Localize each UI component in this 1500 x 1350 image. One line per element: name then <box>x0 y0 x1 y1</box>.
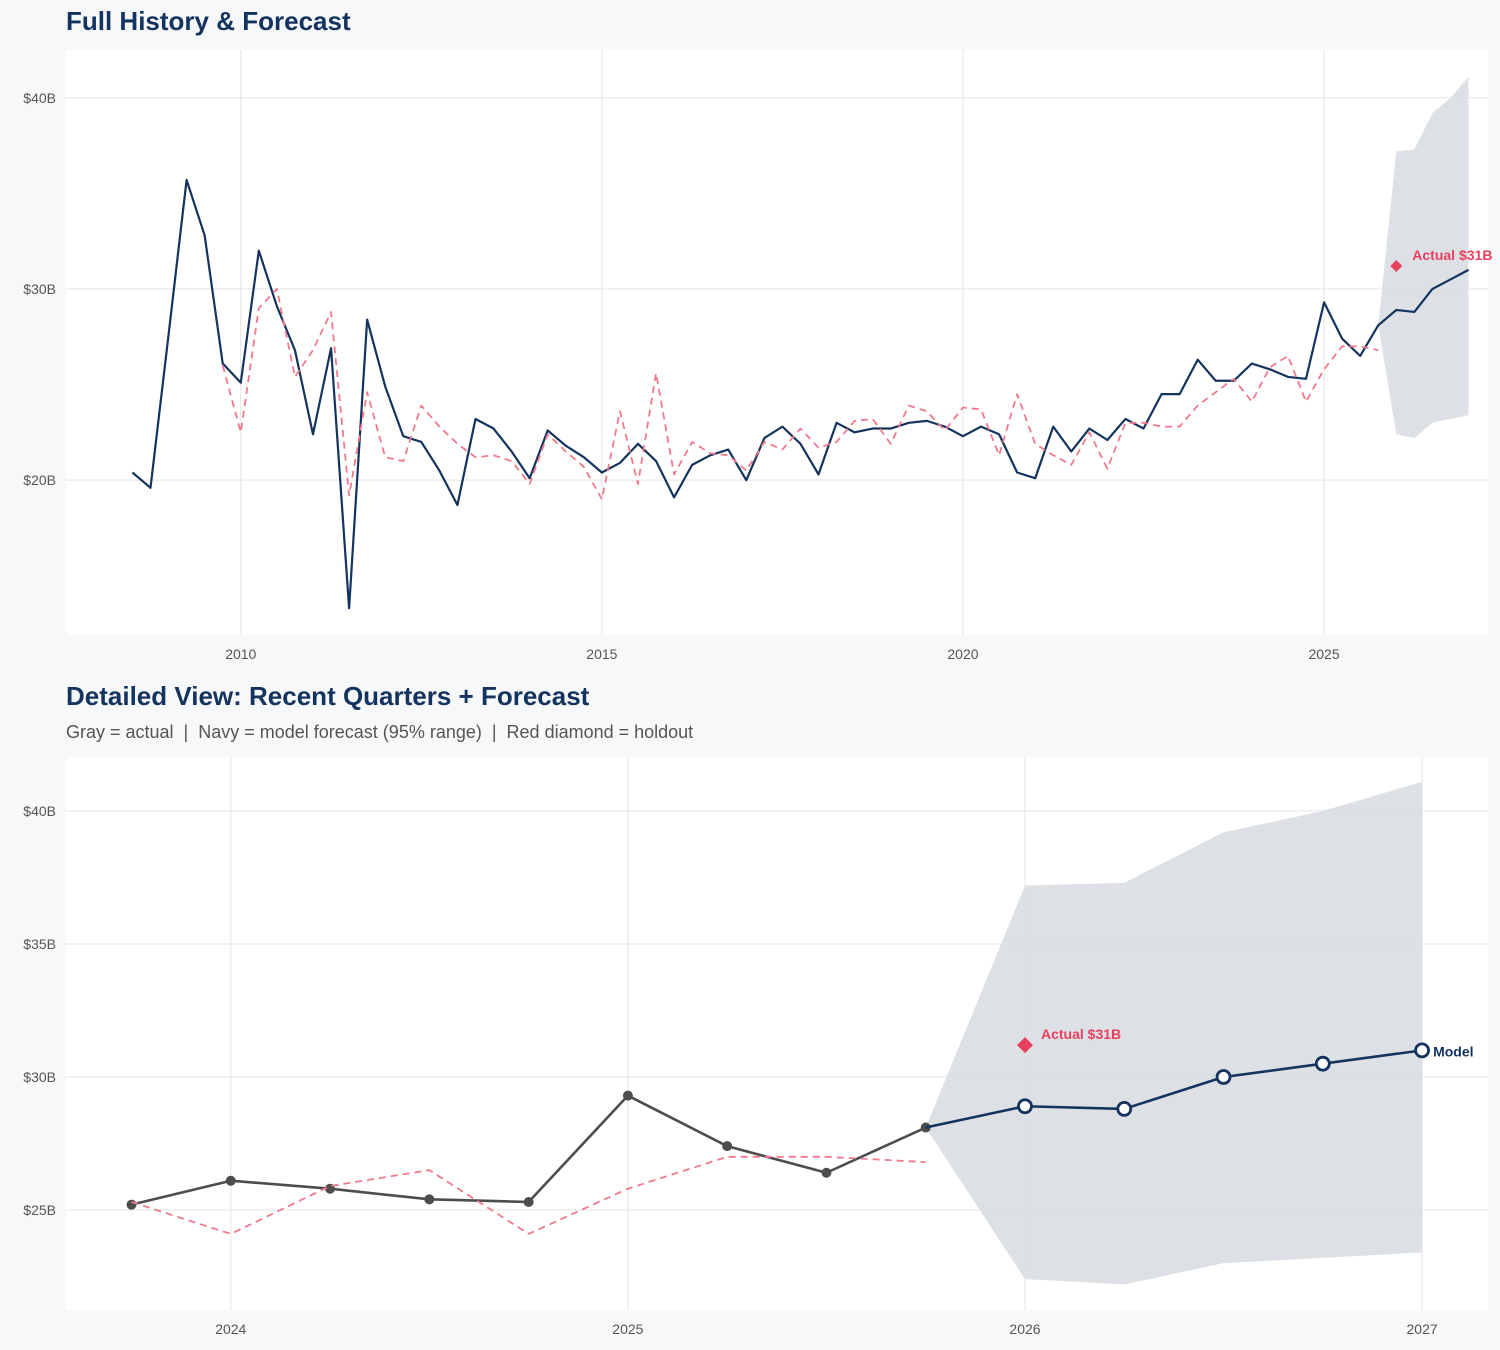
holdout-diamond <box>1390 260 1403 273</box>
x-tick-label: 2010 <box>225 646 256 662</box>
forecast-point <box>1215 1069 1232 1085</box>
actual-point <box>523 1197 534 1208</box>
actual-point <box>225 1175 236 1186</box>
holdout-label: Actual $31B <box>1412 247 1492 263</box>
x-tick-label: 2020 <box>947 646 978 662</box>
holdout-label: Actual $31B <box>1041 1026 1121 1042</box>
plot-area <box>66 50 1488 635</box>
y-tick-label: $20B <box>23 472 56 488</box>
series-label-model: Model <box>1433 1043 1473 1059</box>
chart-2: 2024 2025 2026 2027 $25B $30B $35B $40B Model Act… <box>23 757 1488 1337</box>
bottom-chart-title: Detailed View: Recent Quarters + Forecas… <box>66 681 590 711</box>
x-tick-label: 2024 <box>215 1321 246 1337</box>
red-dashed-line <box>221 288 1379 501</box>
holdout-diamond <box>1016 1037 1033 1054</box>
bottom-chart-subtitle: Gray = actual | Navy = model forecast (9… <box>66 722 694 742</box>
navy-solid-line <box>131 178 1470 610</box>
y-tick-label: $40B <box>23 803 56 819</box>
top-chart-title: Full History & Forecast <box>66 6 351 36</box>
x-tick-label: 2025 <box>1308 646 1339 662</box>
x-tick-label: 2025 <box>612 1321 643 1337</box>
y-tick-label: $30B <box>23 281 56 297</box>
actual-point <box>622 1090 633 1101</box>
actual-point <box>821 1167 832 1178</box>
forecast-band <box>1378 76 1469 439</box>
actual-point <box>722 1141 733 1152</box>
forecast-band <box>925 781 1423 1285</box>
y-tick-label: $30B <box>23 1069 56 1085</box>
forecast-point <box>1017 1098 1033 1115</box>
red-dashed-line <box>131 1155 926 1235</box>
x-tick-label: 2015 <box>586 646 617 662</box>
actual-point <box>424 1194 435 1205</box>
forecast-point <box>1314 1055 1331 1072</box>
y-tick-label: $25B <box>23 1202 56 1218</box>
chart-1: 2010 2015 2020 2025 $20B $30B $40B Actual $31B <box>23 50 1492 662</box>
forecast-point <box>1116 1101 1133 1117</box>
y-tick-label: $40B <box>23 90 56 106</box>
forecast-point <box>1414 1042 1430 1059</box>
y-tick-label: $35B <box>23 936 56 952</box>
x-tick-label: 2026 <box>1009 1321 1040 1337</box>
x-tick-label: 2027 <box>1407 1321 1438 1337</box>
navy-open-markers-line <box>925 1049 1423 1129</box>
actual-point <box>126 1199 137 1210</box>
